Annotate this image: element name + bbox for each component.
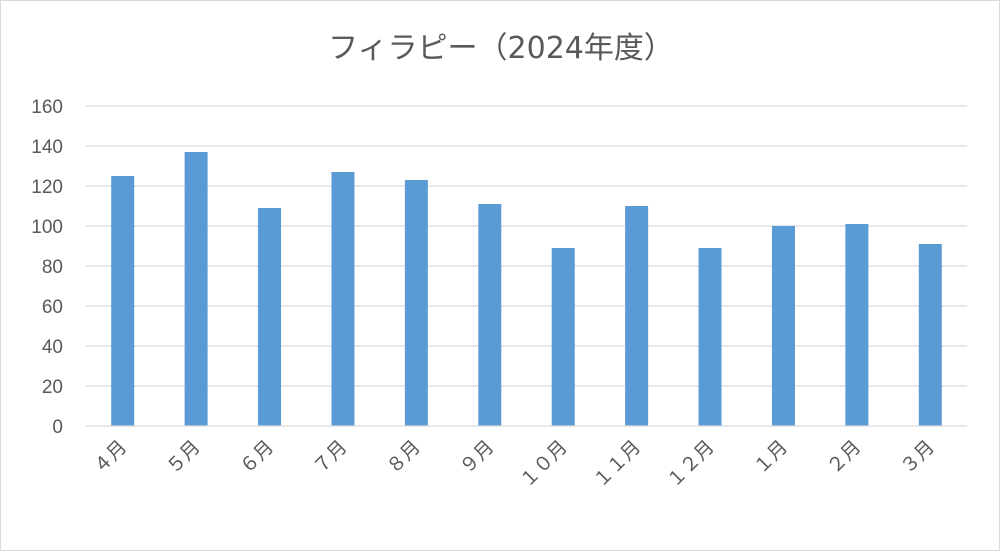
y-tick-label: 140: [31, 137, 63, 158]
chart-title: フィラピー（2024年度）: [328, 31, 674, 66]
y-tick-label: 60: [42, 297, 63, 318]
x-tick-label: ８月: [382, 436, 424, 478]
bar: [404, 180, 428, 426]
bar: [331, 172, 355, 426]
bar: [184, 152, 208, 426]
bar: [478, 204, 502, 426]
x-tick-label: ９月: [456, 436, 498, 478]
x-tick-label: ３月: [896, 436, 938, 478]
y-tick-label: 120: [31, 177, 63, 198]
y-tick-label: 0: [52, 417, 63, 438]
x-tick-label: ２月: [823, 436, 865, 478]
y-axis-ticks: 0 20 40 60 80 100 120 140 160: [31, 97, 63, 438]
bar: [551, 248, 575, 426]
x-tick-label: ４月: [89, 436, 131, 478]
bar: [698, 248, 722, 426]
bars: [111, 152, 942, 426]
bar: [111, 176, 135, 426]
x-tick-label: １０月: [516, 436, 572, 492]
y-tick-label: 100: [31, 217, 63, 238]
gridlines: [86, 105, 967, 387]
x-tick-label: ６月: [236, 436, 278, 478]
x-tick-label: ５月: [162, 436, 204, 478]
bar: [771, 226, 795, 426]
x-axis-ticks: ４月 ５月 ６月 ７月 ８月 ９月 １０月 １１月 １２月 １月 ２月 ３月: [89, 436, 939, 492]
bar: [258, 208, 282, 426]
y-tick-label: 40: [42, 337, 63, 358]
bar: [918, 244, 942, 426]
x-tick-label: １２月: [663, 436, 719, 492]
y-tick-label: 20: [42, 377, 63, 398]
x-tick-label: ７月: [309, 436, 351, 478]
x-tick-label: １月: [750, 436, 792, 478]
x-tick-label: １１月: [589, 436, 645, 492]
bar: [625, 206, 649, 426]
y-tick-label: 80: [42, 257, 63, 278]
y-tick-label: 160: [31, 97, 63, 118]
bar: [845, 224, 869, 426]
